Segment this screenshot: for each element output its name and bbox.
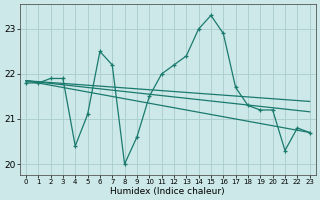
X-axis label: Humidex (Indice chaleur): Humidex (Indice chaleur)	[110, 187, 225, 196]
